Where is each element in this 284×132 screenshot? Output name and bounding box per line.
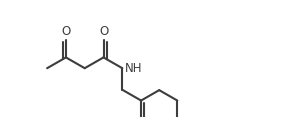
Text: O: O: [99, 25, 108, 38]
Text: NH: NH: [125, 62, 142, 75]
Text: O: O: [61, 25, 70, 38]
